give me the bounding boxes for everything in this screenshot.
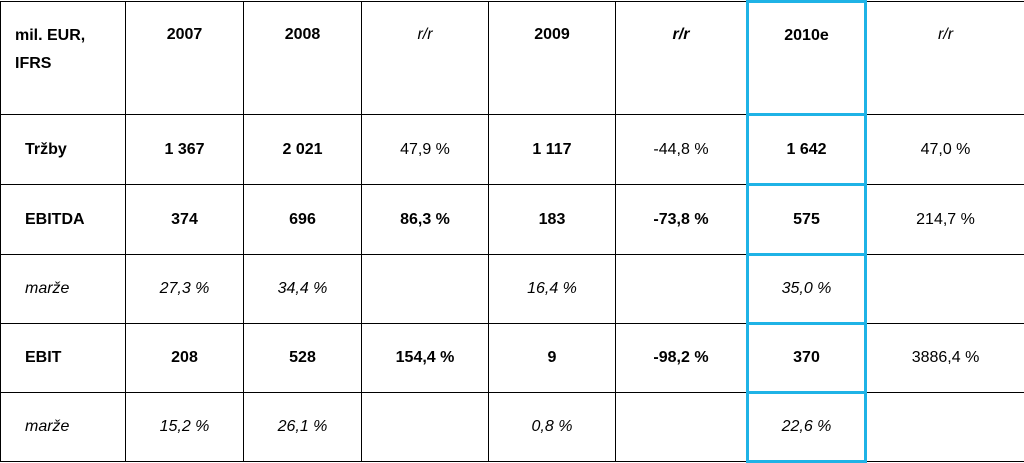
table-cell [362, 255, 489, 324]
table-cell: 86,3 % [362, 185, 489, 255]
header-2010e: 2010e [748, 2, 866, 115]
table-cell: 0,8 % [489, 393, 616, 462]
row-label: marže [1, 255, 126, 324]
table-row-marze-ebitda: marže 27,3 % 34,4 % 16,4 % 35,0 % [1, 255, 1024, 324]
table-cell: 374 [126, 185, 244, 255]
header-yoy-2009: r/r [616, 2, 748, 115]
table-cell: 9 [489, 324, 616, 393]
table-cell-highlighted: 35,0 % [748, 255, 866, 324]
table-cell-highlighted: 22,6 % [748, 393, 866, 462]
table-cell: 34,4 % [244, 255, 362, 324]
row-label: marže [1, 393, 126, 462]
table-cell-highlighted: 575 [748, 185, 866, 255]
table-row-trzby: Tržby 1 367 2 021 47,9 % 1 117 -44,8 % 1… [1, 115, 1024, 185]
table-cell [866, 393, 1024, 462]
table-cell: 154,4 % [362, 324, 489, 393]
table-cell: -44,8 % [616, 115, 748, 185]
table-cell: 3886,4 % [866, 324, 1024, 393]
header-row: mil. EUR,IFRS 2007 2008 r/r 2009 r/r 201… [1, 2, 1024, 115]
table-cell [362, 393, 489, 462]
table-cell-highlighted: 1 642 [748, 115, 866, 185]
header-2007: 2007 [126, 2, 244, 115]
header-2009: 2009 [489, 2, 616, 115]
table-cell: 183 [489, 185, 616, 255]
table-cell: 16,4 % [489, 255, 616, 324]
table-cell: 214,7 % [866, 185, 1024, 255]
table-cell [616, 255, 748, 324]
header-2008: 2008 [244, 2, 362, 115]
table-row-marze-ebit: marže 15,2 % 26,1 % 0,8 % 22,6 % [1, 393, 1024, 462]
table-cell: 15,2 % [126, 393, 244, 462]
table-cell [616, 393, 748, 462]
row-label: Tržby [1, 115, 126, 185]
table-row-ebitda: EBITDA 374 696 86,3 % 183 -73,8 % 575 21… [1, 185, 1024, 255]
table-cell: 47,9 % [362, 115, 489, 185]
table-cell: -73,8 % [616, 185, 748, 255]
table-cell: -98,2 % [616, 324, 748, 393]
table-row-ebit: EBIT 208 528 154,4 % 9 -98,2 % 370 3886,… [1, 324, 1024, 393]
table-cell: 208 [126, 324, 244, 393]
row-label: EBITDA [1, 185, 126, 255]
header-yoy-2010e: r/r [866, 2, 1024, 115]
table-cell: 26,1 % [244, 393, 362, 462]
table-cell: 1 367 [126, 115, 244, 185]
table-cell: 27,3 % [126, 255, 244, 324]
table-cell: 2 021 [244, 115, 362, 185]
table-cell: 47,0 % [866, 115, 1024, 185]
table-cell-highlighted: 370 [748, 324, 866, 393]
header-yoy-2008: r/r [362, 2, 489, 115]
table-cell: 696 [244, 185, 362, 255]
table-cell: 1 117 [489, 115, 616, 185]
row-label: EBIT [1, 324, 126, 393]
header-corner-label: mil. EUR,IFRS [1, 2, 126, 115]
table-cell: 528 [244, 324, 362, 393]
table-cell [866, 255, 1024, 324]
